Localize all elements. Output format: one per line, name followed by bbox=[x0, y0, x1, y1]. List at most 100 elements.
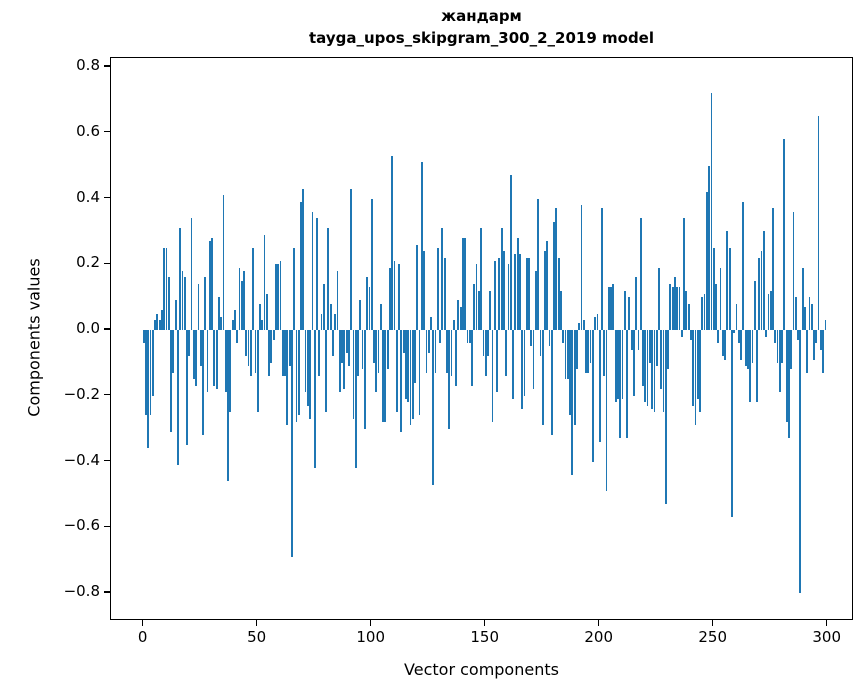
bar bbox=[234, 310, 236, 330]
bar bbox=[569, 330, 571, 416]
bar bbox=[605, 330, 608, 492]
bar bbox=[405, 330, 407, 400]
bar bbox=[794, 297, 797, 330]
bar bbox=[792, 211, 795, 330]
bar bbox=[664, 330, 667, 505]
bar bbox=[320, 313, 323, 330]
y-tick bbox=[104, 328, 110, 330]
bar bbox=[482, 330, 485, 357]
bar bbox=[778, 330, 781, 393]
bar bbox=[607, 287, 610, 330]
bar bbox=[336, 270, 339, 330]
bar bbox=[776, 330, 779, 363]
bar bbox=[197, 283, 200, 330]
bar bbox=[614, 330, 617, 403]
bar bbox=[443, 257, 446, 330]
bar bbox=[379, 303, 382, 330]
bar bbox=[402, 330, 405, 353]
bar bbox=[594, 316, 597, 330]
bar bbox=[512, 330, 514, 400]
bar bbox=[238, 267, 241, 330]
bar bbox=[231, 320, 234, 330]
bar bbox=[500, 228, 503, 330]
bar bbox=[275, 264, 277, 330]
bar bbox=[534, 270, 537, 330]
x-tick-label: 200 bbox=[584, 628, 613, 646]
bar bbox=[491, 330, 494, 423]
bar bbox=[357, 330, 359, 377]
bar bbox=[370, 198, 373, 330]
y-tick-label: 0.0 bbox=[76, 319, 100, 337]
bar bbox=[291, 330, 293, 557]
bar bbox=[430, 316, 432, 330]
bar bbox=[295, 330, 298, 423]
bar bbox=[400, 330, 403, 432]
bar bbox=[617, 330, 619, 400]
x-tick bbox=[142, 620, 144, 626]
bar bbox=[756, 330, 758, 403]
bar bbox=[553, 221, 555, 330]
bar bbox=[680, 330, 683, 337]
bar bbox=[265, 293, 268, 330]
bar bbox=[261, 320, 264, 330]
bar bbox=[398, 264, 400, 330]
bar bbox=[740, 330, 742, 360]
bar bbox=[471, 330, 473, 386]
bar bbox=[587, 330, 590, 373]
y-axis-label: Components values bbox=[24, 258, 44, 417]
bar bbox=[361, 330, 364, 370]
bar bbox=[669, 283, 672, 330]
bar bbox=[603, 330, 606, 377]
bar bbox=[484, 330, 487, 377]
bar bbox=[348, 330, 350, 367]
bar bbox=[211, 237, 213, 330]
bar bbox=[179, 228, 182, 330]
bar bbox=[719, 267, 722, 330]
bar bbox=[420, 162, 423, 330]
bar bbox=[368, 287, 371, 330]
bar bbox=[801, 267, 804, 330]
bar bbox=[662, 330, 665, 413]
y-tick bbox=[104, 196, 110, 199]
bar bbox=[247, 330, 250, 367]
bar bbox=[644, 330, 647, 403]
x-tick bbox=[484, 620, 486, 626]
bar bbox=[343, 330, 346, 390]
bar bbox=[352, 330, 355, 419]
bar bbox=[142, 330, 145, 344]
bar bbox=[571, 330, 574, 475]
bar bbox=[628, 297, 631, 330]
bar bbox=[220, 316, 223, 330]
bar bbox=[516, 237, 519, 330]
bar bbox=[322, 283, 325, 330]
bar bbox=[259, 303, 261, 330]
bar bbox=[468, 330, 471, 344]
bar bbox=[712, 247, 715, 330]
bar bbox=[815, 330, 818, 344]
y-tick-label: −0.6 bbox=[63, 516, 100, 535]
bar bbox=[564, 330, 567, 380]
x-tick-label: 300 bbox=[812, 628, 841, 646]
bar bbox=[263, 234, 266, 330]
bar bbox=[313, 330, 316, 469]
bar bbox=[172, 330, 175, 373]
bar bbox=[418, 330, 421, 416]
bar bbox=[653, 330, 656, 413]
bar bbox=[576, 330, 578, 370]
x-tick bbox=[256, 620, 258, 626]
bar bbox=[411, 330, 414, 419]
bar bbox=[810, 303, 813, 330]
bar bbox=[177, 330, 179, 465]
bar bbox=[772, 208, 774, 330]
bar bbox=[309, 330, 312, 419]
chart-title-line2: tayga_upos_skipgram_300_2_2019 model bbox=[309, 29, 654, 47]
bar bbox=[783, 139, 786, 330]
bar bbox=[546, 241, 549, 330]
bar bbox=[366, 277, 369, 330]
bar bbox=[493, 260, 496, 330]
bar bbox=[585, 330, 587, 373]
bar bbox=[505, 330, 508, 377]
bar bbox=[678, 287, 681, 330]
bar bbox=[423, 251, 426, 330]
bar bbox=[573, 330, 576, 426]
